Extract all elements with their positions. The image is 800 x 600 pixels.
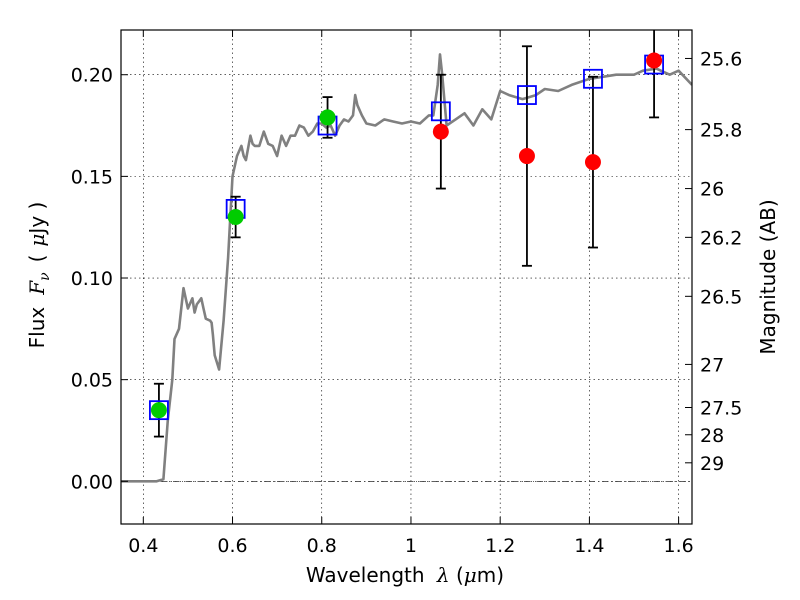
y-tick-label: 0.15 [71,166,113,188]
mag-tick-label: 26.5 [700,286,742,308]
x-tick-label: 1 [405,535,417,557]
optical-data-point [319,109,336,126]
x-tick-label: 1.2 [485,535,515,557]
y2-axis-label: Magnitude (AB) [756,199,780,354]
mag-tick-label: 25.8 [700,120,742,142]
model-photometry-point [430,101,451,122]
y-tick-label: 0.05 [71,370,113,392]
mag-tick-label: 28 [700,425,724,447]
y-tick-label: 0.10 [71,268,113,290]
axis-ticks: 0.4 0.6 0.8 1 1.2 1.4 1.6 0.00 0.05 0.10 0.15 0.20 2… [71,30,742,557]
x-tick-label: 0.4 [128,535,158,557]
y-tick-label: 0.00 [71,471,113,493]
nir-data-point [584,154,601,171]
x-tick-label: 1.4 [574,535,604,557]
mag-tick-label: 27 [700,354,724,376]
nir-data-point [518,148,535,165]
model-sed-line [121,53,692,483]
mag-tick-label: 27.5 [700,398,742,420]
x-axis-label: Wavelength λ (μm) [306,563,504,587]
mag-tick-label: 26 [700,179,724,201]
grid [121,30,692,524]
mag-tick-label: 26.2 [700,227,742,249]
plot-area [121,30,692,483]
mag-tick-label: 29 [700,453,724,475]
plot-frame [120,29,693,525]
model-photometry-point [149,400,169,421]
model-photometry-point [583,68,603,89]
y-tick-label: 0.20 [71,65,113,87]
mag-tick-label: 25.6 [700,48,742,70]
x-tick-label: 0.6 [217,535,247,557]
nir-data-point [432,123,449,140]
y-axis-label: FluxFν(μJy ) [25,202,53,349]
x-tick-label: 1.6 [664,535,694,557]
optical-data-point [227,209,244,226]
optical-data-point [150,402,167,419]
nir-data-point [646,52,663,69]
x-tick-label: 0.8 [307,535,337,557]
plot-series [121,30,692,483]
model-photometry-point [517,85,537,105]
